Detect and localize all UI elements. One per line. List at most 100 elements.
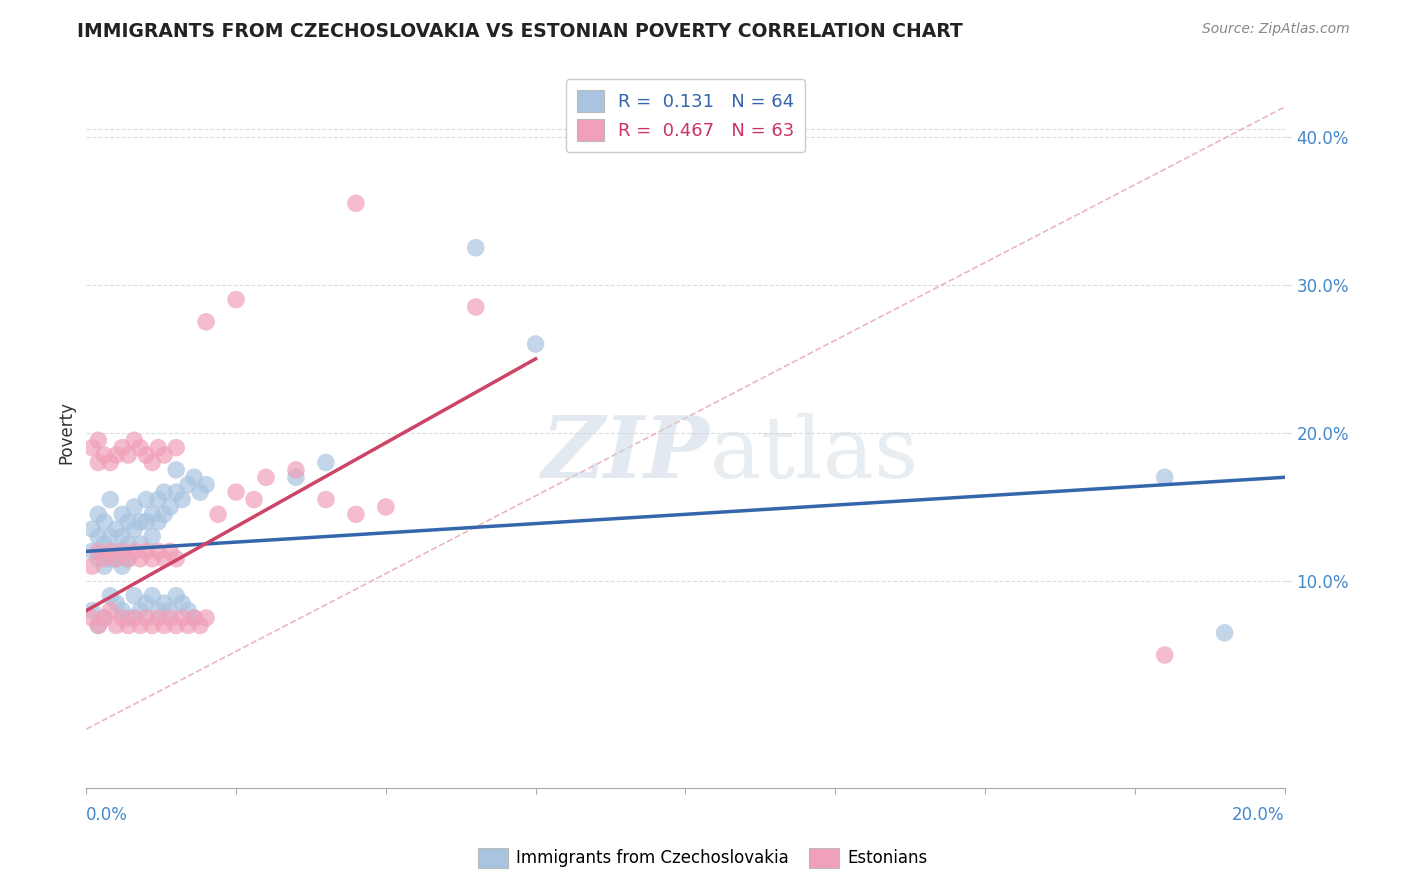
Point: [82, 522, 104, 536]
Point: [165, 463, 187, 477]
Point: [87, 434, 110, 448]
Point: [117, 551, 139, 566]
Point: [195, 315, 218, 329]
Point: [159, 500, 181, 514]
Point: [135, 515, 157, 529]
Point: [159, 604, 181, 618]
Point: [177, 477, 200, 491]
Point: [177, 604, 200, 618]
Point: [141, 455, 163, 469]
Point: [148, 611, 170, 625]
Point: [129, 618, 152, 632]
Point: [153, 485, 176, 500]
Point: [153, 551, 176, 566]
Point: [82, 544, 104, 558]
Point: [315, 455, 337, 469]
Point: [172, 596, 194, 610]
Point: [117, 537, 139, 551]
Text: Source: ZipAtlas.com: Source: ZipAtlas.com: [1202, 22, 1350, 37]
Point: [87, 455, 110, 469]
Point: [122, 544, 145, 558]
Point: [98, 544, 121, 558]
Text: atlas: atlas: [710, 413, 918, 496]
Point: [148, 515, 170, 529]
Point: [93, 611, 115, 625]
Point: [141, 551, 163, 566]
Point: [87, 551, 110, 566]
Point: [153, 596, 176, 610]
Point: [135, 544, 157, 558]
Point: [93, 537, 115, 551]
Point: [117, 448, 139, 462]
Point: [172, 611, 194, 625]
Text: ZIP: ZIP: [541, 412, 710, 496]
Point: [93, 448, 115, 462]
Point: [111, 530, 134, 544]
Point: [135, 596, 157, 610]
Point: [111, 559, 134, 574]
Point: [165, 618, 187, 632]
Point: [141, 508, 163, 522]
Point: [82, 604, 104, 618]
Point: [122, 500, 145, 514]
Point: [129, 551, 152, 566]
Point: [148, 492, 170, 507]
Point: [183, 611, 205, 625]
Point: [105, 522, 128, 536]
Point: [148, 544, 170, 558]
Point: [93, 611, 115, 625]
Point: [122, 589, 145, 603]
Point: [159, 611, 181, 625]
Point: [82, 611, 104, 625]
Point: [374, 500, 396, 514]
Point: [153, 508, 176, 522]
Point: [148, 441, 170, 455]
Point: [315, 492, 337, 507]
Point: [135, 611, 157, 625]
Point: [122, 611, 145, 625]
Point: [225, 293, 247, 307]
Point: [141, 530, 163, 544]
Point: [111, 508, 134, 522]
Point: [1153, 648, 1175, 662]
Point: [93, 515, 115, 529]
Point: [87, 618, 110, 632]
Point: [183, 611, 205, 625]
Point: [464, 241, 486, 255]
Point: [111, 611, 134, 625]
Point: [165, 441, 187, 455]
Point: [87, 544, 110, 558]
Point: [285, 463, 308, 477]
Point: [1213, 625, 1236, 640]
Point: [117, 515, 139, 529]
Point: [188, 485, 211, 500]
Point: [141, 618, 163, 632]
Point: [165, 485, 187, 500]
Point: [111, 544, 134, 558]
Point: [195, 477, 218, 491]
Point: [141, 589, 163, 603]
Point: [165, 551, 187, 566]
Point: [93, 551, 115, 566]
Point: [105, 551, 128, 566]
Point: [243, 492, 266, 507]
Point: [165, 589, 187, 603]
Point: [344, 196, 367, 211]
Point: [159, 544, 181, 558]
Point: [172, 492, 194, 507]
Point: [225, 485, 247, 500]
Point: [129, 537, 152, 551]
Point: [87, 530, 110, 544]
Point: [122, 522, 145, 536]
Point: [135, 492, 157, 507]
Point: [105, 596, 128, 610]
Point: [148, 604, 170, 618]
Point: [207, 508, 229, 522]
Point: [122, 434, 145, 448]
Point: [1153, 470, 1175, 484]
Point: [117, 618, 139, 632]
Text: 0.0%: 0.0%: [86, 806, 128, 824]
Point: [105, 551, 128, 566]
Point: [105, 544, 128, 558]
Point: [195, 611, 218, 625]
